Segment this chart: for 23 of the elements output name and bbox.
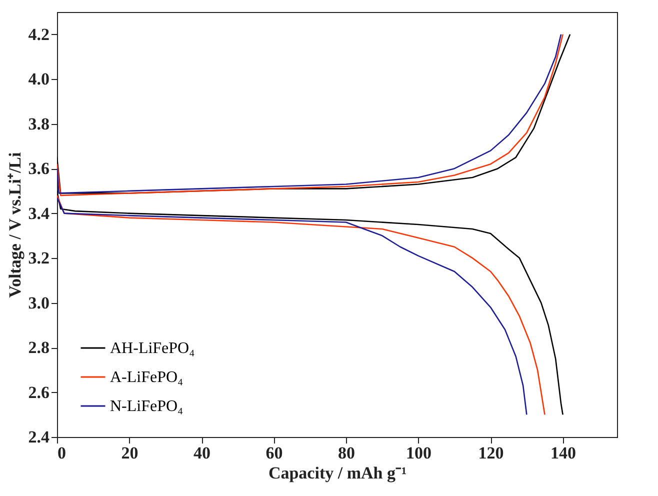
- x-tick-label: 80: [338, 444, 356, 462]
- y-tick-label: 4.0: [28, 70, 50, 89]
- y-tick-label: 4.2: [28, 24, 50, 44]
- legend-label: AH-LiFePO₄: [110, 340, 196, 357]
- y-tick-label: 3.6: [28, 159, 50, 178]
- x-tick-label: 120: [478, 444, 504, 462]
- x-tick-label: 140: [550, 444, 576, 462]
- y-tick-label: 2.6: [28, 382, 50, 402]
- y-tick-label: 3.4: [28, 204, 50, 223]
- y-tick-label: 3.0: [28, 293, 50, 312]
- y-tick-label: 2.4: [28, 428, 50, 446]
- y-axis-title: Voltage / V vs.Li⁺/Li: [5, 152, 24, 298]
- x-tick-label: 20: [121, 444, 138, 462]
- x-axis-title: Capacity / mAh g⁻¹: [268, 464, 407, 482]
- x-tick-label: 40: [194, 444, 211, 462]
- y-tick-label: 2.8: [28, 338, 50, 358]
- x-tick-label: 0: [58, 444, 66, 462]
- legend-label: A-LiFePO₄: [110, 369, 184, 386]
- x-tick-label: 100: [406, 444, 432, 462]
- x-tick-label: 60: [266, 444, 283, 462]
- y-tick-label: 3.8: [28, 114, 50, 134]
- y-tick-label: 3.2: [28, 248, 50, 268]
- legend-label: N-LiFePO₄: [110, 398, 184, 415]
